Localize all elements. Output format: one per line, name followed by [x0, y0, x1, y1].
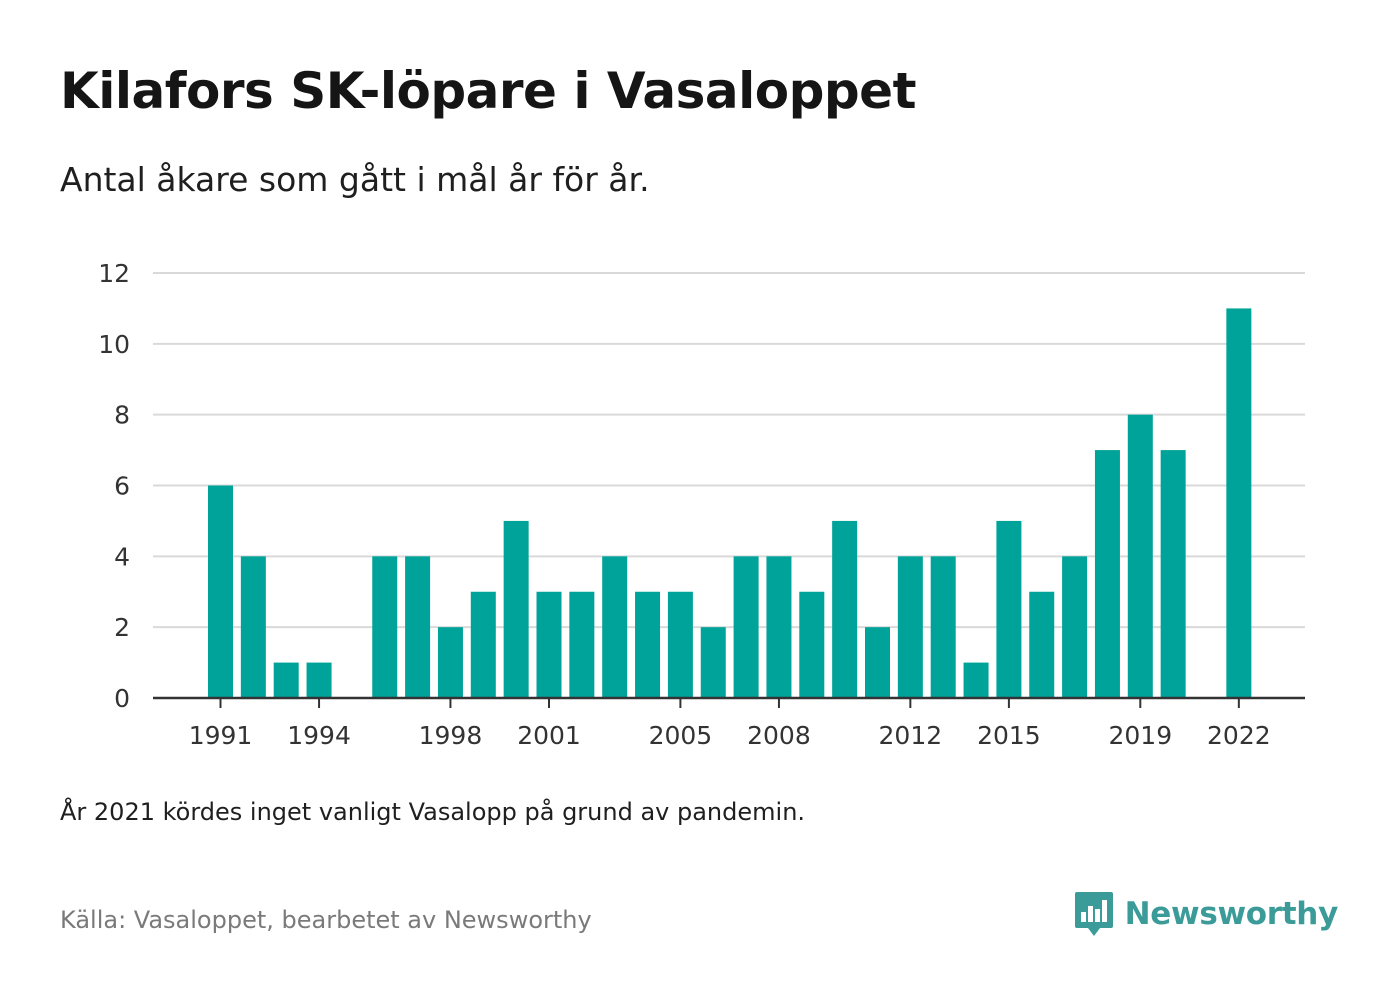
bar-2007	[733, 556, 759, 698]
x-tick-label: 2005	[649, 721, 713, 750]
bar-2016	[1029, 591, 1055, 698]
chart-subtitle: Antal åkare som gått i mål år för år.	[60, 160, 650, 199]
x-tick-label: 2015	[977, 721, 1041, 750]
bar-2013	[930, 556, 956, 698]
bar-2022	[1226, 308, 1252, 698]
bar-chart-badge-icon	[1074, 892, 1113, 936]
bar-2005	[667, 591, 693, 698]
x-tick-label: 2008	[747, 721, 811, 750]
x-tick-label: 2022	[1207, 721, 1271, 750]
bar-1992	[240, 556, 266, 698]
bar-2015	[996, 520, 1022, 698]
x-tick-label: 1991	[189, 721, 253, 750]
bar-1996	[372, 556, 398, 698]
bar-2006	[700, 627, 726, 698]
y-tick-label: 0	[114, 684, 130, 713]
y-tick-label: 2	[114, 613, 130, 642]
bar-1991	[208, 485, 233, 698]
bar-1994	[306, 662, 332, 698]
source-text: Källa: Vasaloppet, bearbetet av Newswort…	[60, 906, 592, 934]
bar-2010	[832, 520, 858, 698]
bar-1993	[273, 662, 299, 698]
bar-2009	[799, 591, 825, 698]
axes	[153, 696, 1305, 708]
bar-2011	[865, 627, 890, 698]
x-tick-label: 1994	[287, 721, 351, 750]
x-tick-label: 1998	[419, 721, 483, 750]
y-tick-label: 12	[98, 259, 130, 288]
bar-chart: 0 2 4 6 8 10 12 1991 1994 1998 2001 2005 2008 2012 201…	[98, 259, 1305, 750]
bar-2014	[963, 662, 989, 698]
bar-1999	[470, 591, 496, 698]
bar-2008	[766, 556, 792, 698]
bar-2001	[536, 591, 562, 698]
bar-2019	[1127, 414, 1153, 698]
bar-2018	[1094, 450, 1120, 698]
y-tick-label: 4	[114, 542, 130, 571]
bar-2002	[569, 591, 595, 698]
bar-2020	[1160, 450, 1186, 698]
bar-2012	[897, 556, 923, 698]
chart-note: År 2021 kördes inget vanligt Vasalopp på…	[60, 798, 806, 826]
bar-2004	[635, 591, 661, 698]
bars	[208, 308, 1252, 698]
chart-title: Kilafors SK-löpare i Vasaloppet	[60, 62, 916, 120]
bar-1997	[405, 556, 431, 698]
bar-2017	[1062, 556, 1088, 698]
brand-name: Newsworthy	[1124, 896, 1339, 932]
tick-labels: 0 2 4 6 8 10 12 1991 1994 1998 2001 2005 2008 2012 201…	[98, 259, 1270, 750]
bar-1998	[437, 627, 463, 698]
bar-2000	[503, 520, 529, 698]
bar-2003	[602, 556, 628, 698]
y-tick-label: 8	[114, 401, 130, 430]
x-tick-label: 2001	[517, 721, 581, 750]
y-tick-label: 10	[98, 330, 130, 359]
brand-logo: Newsworthy	[1073, 890, 1338, 938]
x-tick-label: 2012	[879, 721, 943, 750]
y-tick-label: 6	[114, 472, 130, 501]
x-tick-label: 2019	[1108, 721, 1172, 750]
